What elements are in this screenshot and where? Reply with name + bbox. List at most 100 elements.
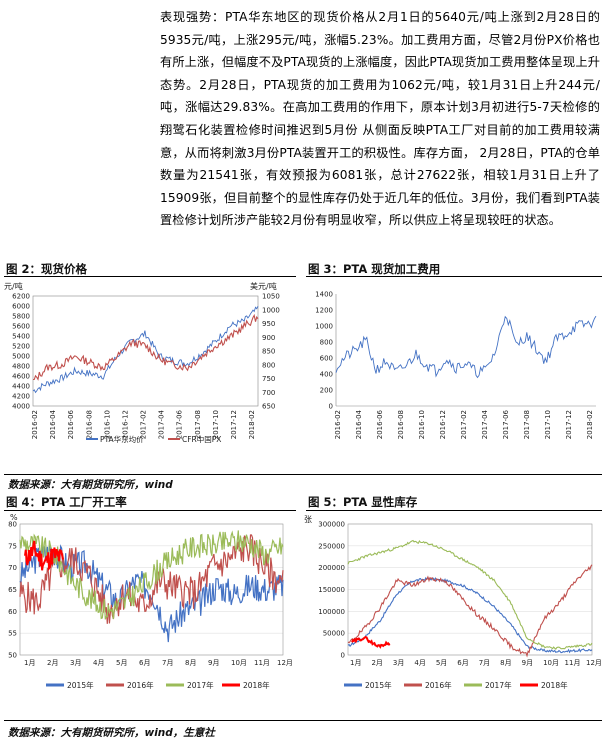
right-tick-label: 750 [262, 375, 275, 383]
left-axis-unit: 元/吨 [4, 281, 23, 291]
x-tick-label: 2016-12 [121, 410, 129, 439]
legend-label: 2016年 [127, 680, 154, 690]
x-tick-label: 2016-02 [334, 410, 342, 439]
x-tick-label: 9月 [522, 659, 533, 667]
analysis-paragraph: 表现强势：PTA华东地区的现货价格从2月1日的5640元/吨上涨到2月28日的5… [160, 6, 600, 232]
right-tick-label: 1050 [262, 293, 280, 301]
x-tick-label: 11月 [254, 659, 270, 667]
x-tick-label: 5月 [436, 659, 447, 667]
series-2016 [347, 564, 593, 658]
x-tick-label: 10月 [231, 659, 247, 667]
fig2-title: 图 2：现货价格 [6, 262, 88, 276]
x-tick-label: 3月 [393, 659, 404, 667]
y-tick-label: 55 [8, 630, 17, 638]
right-tick-label: 850 [262, 348, 275, 356]
x-tick-label: 2017-10 [212, 410, 220, 439]
x-tick-label: 2017-10 [544, 410, 552, 439]
y-tick-label: 75 [8, 542, 17, 550]
x-tick-label: 2018-02 [586, 410, 594, 439]
x-tick-label: 2016-04 [49, 409, 57, 439]
x-tick-label: 4月 [93, 659, 104, 667]
x-tick-label: 2016-08 [85, 410, 93, 439]
y-axis-unit: % [10, 513, 18, 522]
series-2015 [19, 544, 284, 643]
fig4-rule [4, 510, 296, 511]
y-tick-label: 200000 [318, 564, 345, 572]
y-tick-label: 1000 [315, 323, 333, 331]
y-tick-label: 600 [320, 355, 333, 363]
right-tick-label: 900 [262, 334, 275, 342]
x-tick-label: 2016-10 [103, 410, 111, 439]
x-tick-label: 6月 [139, 659, 150, 667]
x-tick-label: 3月 [70, 659, 81, 667]
left-tick-label: 5200 [12, 343, 30, 351]
x-tick-label: 2018-02 [248, 410, 256, 439]
x-tick-label: 2017-12 [565, 410, 573, 439]
fig2-rule [4, 276, 296, 277]
x-tick-label: 11月 [565, 659, 581, 667]
x-tick-label: 2017-02 [140, 410, 148, 439]
x-tick-label: 2017-08 [523, 410, 531, 439]
fig3-title: 图 3：PTA 现货加工费用 [308, 262, 441, 276]
y-tick-label: 100000 [318, 608, 345, 616]
y-tick-label: 60 [8, 608, 17, 616]
x-tick-label: 2016-12 [439, 410, 447, 439]
series-2017 [19, 530, 284, 620]
legend-label: 2015年 [365, 680, 392, 690]
x-tick-label: 4月 [414, 659, 425, 667]
fig4-title: 图 4：PTA 工厂开工率 [6, 495, 127, 509]
x-tick-label: 1月 [24, 659, 35, 667]
y-tick-label: 50000 [323, 630, 345, 638]
x-tick-label: 2017-08 [194, 410, 202, 439]
x-tick-label: 8月 [185, 659, 196, 667]
left-tick-label: 4800 [12, 363, 30, 371]
legend-label: 2018年 [541, 680, 568, 690]
pta-series [32, 305, 259, 394]
left-tick-label: 4400 [12, 383, 30, 391]
y-tick-label: 0 [329, 403, 333, 411]
x-tick-label: 2016-06 [376, 409, 384, 439]
x-tick-label: 2月 [371, 659, 382, 667]
source-note-2: 数据来源：大有期货研究所，wind，生意社 [8, 727, 215, 739]
x-tick-label: 2017-06 [502, 409, 510, 439]
x-tick-label: 2016-06 [67, 409, 75, 439]
y-tick-label: 1200 [315, 307, 333, 315]
series-2015 [347, 576, 593, 654]
x-tick-label: 12月 [586, 659, 602, 667]
x-tick-label: 6月 [457, 659, 468, 667]
series-2018 [351, 635, 391, 649]
fig3-rule [306, 276, 602, 277]
left-tick-label: 5000 [12, 353, 30, 361]
y-tick-label: 200 [320, 387, 333, 395]
operating-rate-chart: %80 75 70 65 60 55 50 1月 2月 3月 4月 5月 6月 7月 8月 9月 10月 11月 1… [8, 513, 293, 690]
legend-label: 2015年 [67, 680, 94, 690]
legend-label-px: CFR中国PX [182, 434, 221, 444]
left-tick-label: 6200 [12, 293, 30, 301]
x-tick-label: 2017-04 [158, 409, 166, 439]
series-2016 [19, 534, 284, 624]
legend-label: 2017年 [485, 680, 512, 690]
x-tick-label: 2016-08 [397, 410, 405, 439]
right-tick-label: 950 [262, 320, 275, 328]
y-axis-unit: 张 [304, 515, 312, 524]
source1-rule [4, 474, 602, 475]
y-tick-label: 0 [341, 652, 345, 660]
left-tick-label: 5800 [12, 313, 30, 321]
plot-frame [347, 523, 593, 656]
x-tick-label: 8月 [500, 659, 511, 667]
legend-label: 2016年 [425, 680, 452, 690]
y-tick-label: 80 [8, 521, 17, 529]
legend-label: 2018年 [243, 680, 270, 690]
fee-series [335, 315, 597, 379]
x-tick-label: 7月 [479, 659, 490, 667]
left-tick-label: 5600 [12, 323, 30, 331]
y-tick-label: 800 [320, 339, 333, 347]
px-series [32, 313, 259, 381]
legend-label-pta: PTA华东均价 [100, 434, 144, 444]
x-tick-label: 2017-02 [460, 410, 468, 439]
left-tick-label: 5400 [12, 333, 30, 341]
x-tick-label: 2016-02 [31, 410, 39, 439]
x-tick-label: 5月 [116, 659, 127, 667]
left-tick-label: 6000 [12, 303, 30, 311]
fig5-title: 图 5：PTA 显性库存 [308, 495, 418, 509]
